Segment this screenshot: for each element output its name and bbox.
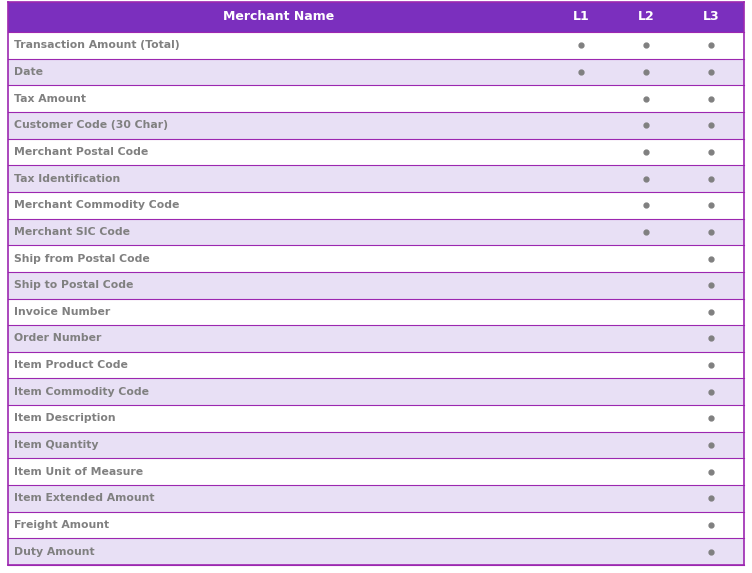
Text: Customer Code (30 Char): Customer Code (30 Char) xyxy=(14,120,168,130)
Text: Merchant Name: Merchant Name xyxy=(223,10,334,23)
Text: Item Extended Amount: Item Extended Amount xyxy=(14,493,154,503)
Text: Item Commodity Code: Item Commodity Code xyxy=(14,387,149,397)
Bar xyxy=(8,112,744,139)
Text: L1: L1 xyxy=(573,10,590,23)
Text: Invoice Number: Invoice Number xyxy=(14,307,111,317)
Bar xyxy=(8,325,744,352)
Text: Order Number: Order Number xyxy=(14,333,102,343)
Text: Ship to Postal Code: Ship to Postal Code xyxy=(14,280,133,290)
Bar xyxy=(8,32,744,58)
Text: Tax Amount: Tax Amount xyxy=(14,93,86,104)
Bar xyxy=(8,85,744,112)
Bar xyxy=(8,139,744,165)
Bar xyxy=(8,352,744,378)
Text: Ship from Postal Code: Ship from Postal Code xyxy=(14,253,150,264)
Text: Merchant Commodity Code: Merchant Commodity Code xyxy=(14,200,180,210)
Bar xyxy=(8,405,744,431)
Bar xyxy=(8,485,744,512)
Text: Date: Date xyxy=(14,67,43,77)
Text: Item Unit of Measure: Item Unit of Measure xyxy=(14,467,143,477)
Bar xyxy=(8,165,744,192)
Text: L3: L3 xyxy=(703,10,720,23)
Text: L2: L2 xyxy=(638,10,654,23)
Text: Duty Amount: Duty Amount xyxy=(14,547,95,557)
Bar xyxy=(8,378,744,405)
Text: Merchant Postal Code: Merchant Postal Code xyxy=(14,147,148,157)
Bar xyxy=(8,2,744,32)
Bar xyxy=(8,218,744,245)
Bar xyxy=(8,192,744,218)
Bar xyxy=(8,539,744,565)
Text: Merchant SIC Code: Merchant SIC Code xyxy=(14,227,130,237)
Bar xyxy=(8,512,744,539)
Text: Item Description: Item Description xyxy=(14,414,116,423)
Bar xyxy=(8,431,744,458)
Bar xyxy=(8,58,744,85)
Text: Tax Identification: Tax Identification xyxy=(14,174,120,183)
Bar xyxy=(8,245,744,272)
Bar xyxy=(8,299,744,325)
Bar xyxy=(8,458,744,485)
Bar xyxy=(8,272,744,299)
Text: Item Quantity: Item Quantity xyxy=(14,440,99,450)
Text: Transaction Amount (Total): Transaction Amount (Total) xyxy=(14,40,180,50)
Text: Item Product Code: Item Product Code xyxy=(14,360,128,370)
Text: Freight Amount: Freight Amount xyxy=(14,520,109,530)
